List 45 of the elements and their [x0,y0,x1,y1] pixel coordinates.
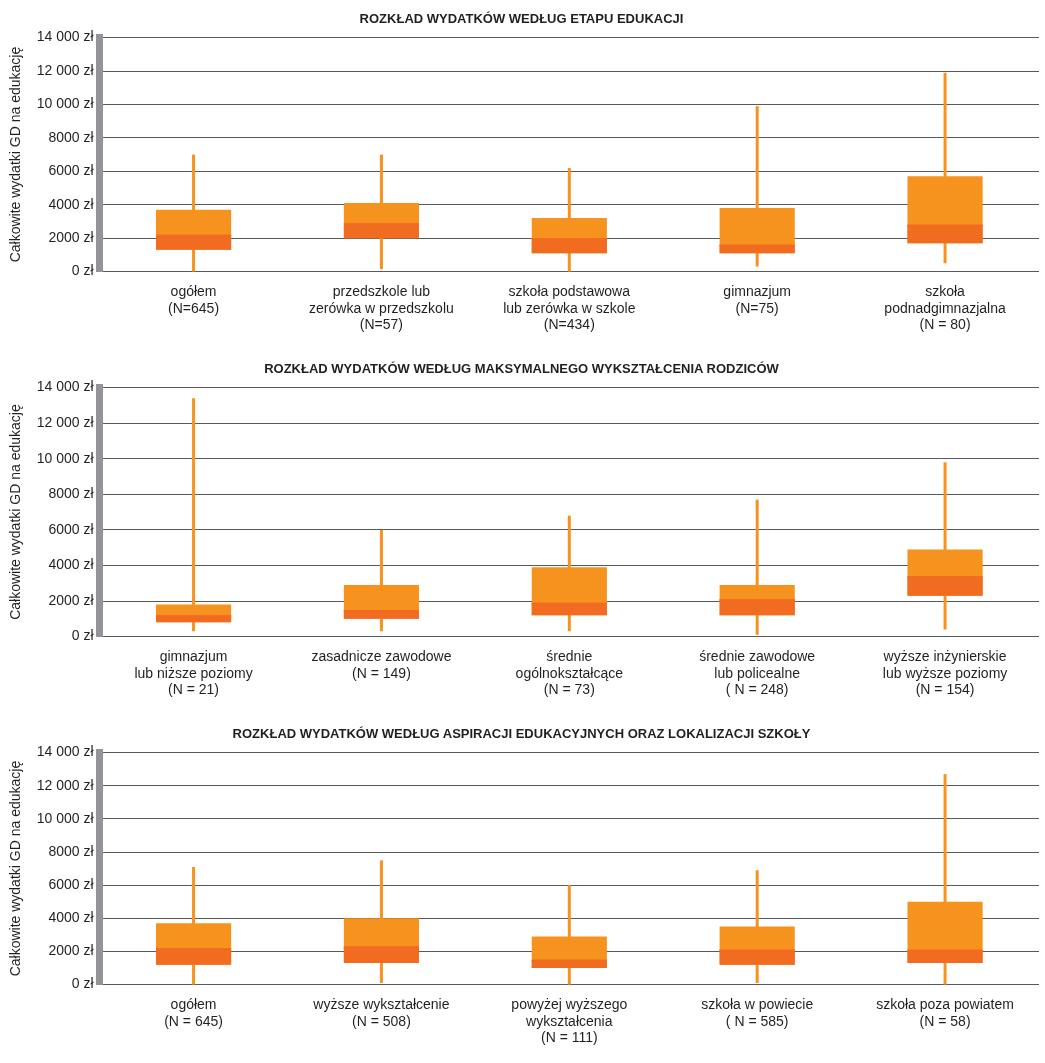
y-axis-title: Całkowite wydatki GD na edukację [7,760,24,977]
x-tick-label: szkoła podstawowa lub zerówka w szkole (N=434) [503,282,636,333]
x-tick-label: ogółem (N=645) [168,282,220,316]
y-tick-label: 4000 zł [48,556,95,573]
y-axis-title: Całkowite wydatki GD na edukację [7,46,24,263]
x-tick-label: szkoła poza powiatem (N = 58) [876,995,1014,1029]
y-tick-label: 6000 zł [48,162,95,179]
y-tick-label: 12 000 zł [36,776,95,793]
chart-title: ROZKŁAD WYDATKÓW WEDŁUG ETAPU EDUKACJI [359,11,684,27]
y-tick-label: 2000 zł [48,591,95,608]
y-tick-label: 6000 zł [48,876,95,893]
x-tick-label: gimnazjum (N=75) [723,282,792,316]
y-tick-label: 12 000 zł [36,61,95,78]
y-tick-label: 12 000 zł [36,414,95,431]
chart-title: ROZKŁAD WYDATKÓW WEDŁUG MAKSYMALNEGO WYKSZTAŁCENIA RODZICÓW [264,361,780,377]
x-tick-label: przedszkole lub zerówka w przedszkolu (N=57) [309,282,454,333]
y-tick-label: 10 000 zł [36,809,95,826]
y-tick-label: 8000 zł [48,842,95,859]
chart-title: ROZKŁAD WYDATKÓW WEDŁUG ASPIRACJI EDUKACYJNYCH ORAZ LOKALIZACJI SZKOŁY [232,726,811,742]
x-tick-label: wyższe inżynierskie lub wyższe poziomy (N = 154) [882,647,1008,698]
x-tick-label: średnie zawodowe lub policealne ( N = 248) [699,647,816,698]
y-tick-label: 4000 zł [48,195,95,212]
y-tick-label: 14 000 zł [36,743,95,760]
x-tick-label: szkoła podnadgimnazjalna (N = 80) [884,282,1006,333]
x-tick-label: szkoła w powiecie ( N = 585) [701,995,814,1029]
y-tick-label: 10 000 zł [36,95,95,112]
y-tick-label: 2000 zł [48,942,95,959]
x-tick-label: średnie ogólnokształcące (N = 73) [515,647,624,698]
y-tick-label: 14 000 zł [36,28,95,45]
y-tick-label: 6000 zł [48,520,95,537]
x-tick-label: zasadnicze zawodowe (N = 149) [311,647,452,681]
y-axis-title: Całkowite wydatki GD na edukację [7,404,24,620]
y-tick-label: 4000 zł [48,909,95,926]
y-tick-label: 14 000 zł [36,378,95,395]
x-tick-label: gimnazjum lub niższe poziomy (N = 21) [134,647,253,698]
y-tick-label: 8000 zł [48,485,95,502]
y-tick-label: 0 zł [71,975,95,992]
y-tick-label: 8000 zł [48,128,95,145]
y-tick-label: 10 000 zł [36,449,95,466]
x-tick-label: ogółem (N = 645) [164,995,223,1029]
x-tick-label: wyższe wykształcenie (N = 508) [312,995,450,1029]
y-tick-label: 0 zł [71,627,95,644]
x-tick-label: powyżej wyższego wykształcenia (N = 111) [511,995,628,1046]
y-tick-label: 2000 zł [48,229,95,246]
y-tick-label: 0 zł [71,262,95,279]
